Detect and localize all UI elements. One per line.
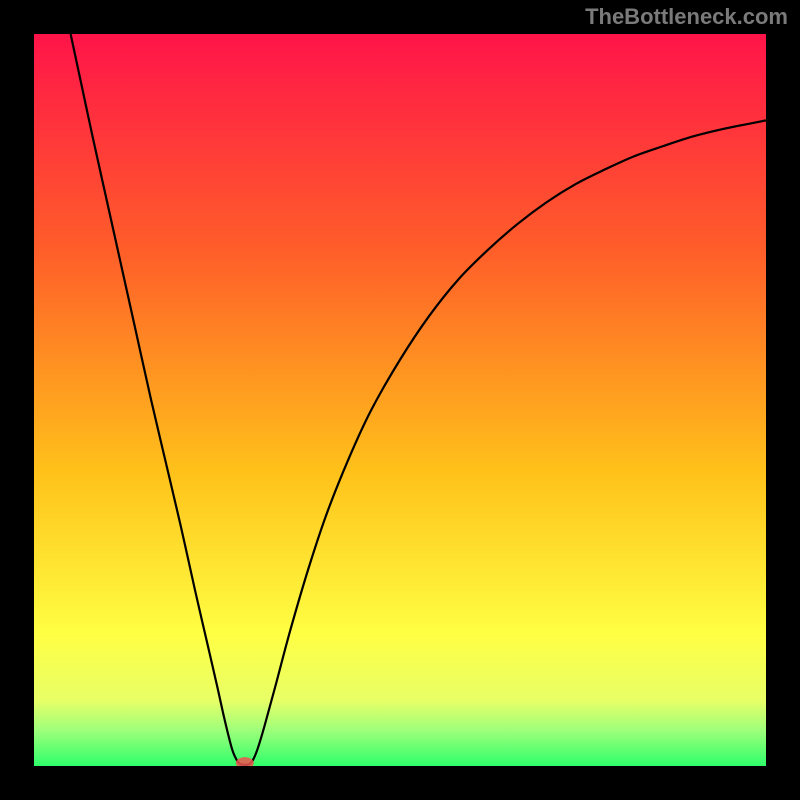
plot-area	[34, 34, 766, 766]
border-left	[0, 0, 34, 800]
border-bottom	[0, 766, 800, 800]
border-right	[766, 0, 800, 800]
chart-frame: TheBottleneck.com	[0, 0, 800, 800]
valley-marker	[236, 757, 254, 766]
curve-svg	[34, 34, 766, 766]
watermark-text: TheBottleneck.com	[585, 4, 788, 30]
bottleneck-curve	[71, 34, 766, 765]
